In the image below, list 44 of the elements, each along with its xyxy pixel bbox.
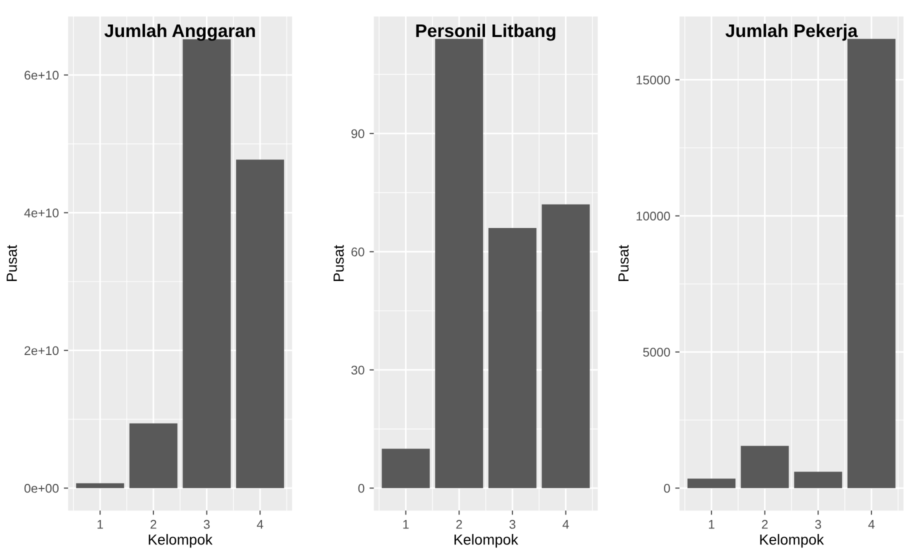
- x-tick-label: 4: [562, 520, 569, 529]
- bar: [382, 448, 430, 488]
- bar: [794, 472, 842, 488]
- x-tick-label: 3: [204, 520, 210, 529]
- x-axis-title: Kelompok: [148, 534, 213, 548]
- chart-title: Jumlah Anggaran: [104, 24, 255, 41]
- chart-title: Personil Litbang: [416, 24, 556, 41]
- x-tick-label: 3: [509, 520, 516, 529]
- x-axis-title: Kelompok: [454, 534, 518, 548]
- x-tick-label: 4: [256, 520, 264, 529]
- x-tick-label: 1: [98, 520, 103, 529]
- y-tick-label: 60: [352, 248, 364, 256]
- x-tick-label: 1: [403, 520, 409, 529]
- x-tick-label: 2: [150, 520, 156, 529]
- y-tick-label: 30: [351, 366, 364, 375]
- bar: [542, 204, 590, 488]
- bar: [488, 228, 536, 488]
- y-axis-title: Pusat: [6, 244, 17, 281]
- bar: [687, 478, 736, 488]
- y-tick-label: 5000: [643, 348, 670, 357]
- x-tick-label: 2: [762, 520, 768, 529]
- chart-title: Jumlah Pekerja: [726, 24, 858, 41]
- x-axis-title: Kelompok: [760, 534, 824, 548]
- y-tick-label: 6e+10: [24, 70, 59, 80]
- x-tick-label: 1: [708, 520, 714, 529]
- y-tick-label: 90: [351, 129, 364, 138]
- y-tick-label: 10000: [636, 212, 670, 221]
- x-tick-label: 4: [868, 520, 875, 529]
- y-axis-title: Pusat: [618, 244, 629, 281]
- bar: [236, 160, 284, 488]
- y-axis-title: Pusat: [334, 244, 344, 281]
- y-tick-label: 15000: [636, 76, 670, 84]
- y-tick-label: 2e+10: [24, 346, 59, 356]
- y-tick-label: 0: [664, 484, 670, 493]
- bar: [740, 446, 789, 488]
- bar: [435, 38, 484, 488]
- x-tick-label: 3: [815, 520, 822, 529]
- bar: [76, 483, 124, 488]
- bar: [182, 39, 231, 488]
- y-tick-label: 0: [358, 484, 364, 493]
- y-tick-label: 0e+00: [24, 484, 59, 493]
- y-tick-label: 4e+10: [24, 208, 59, 218]
- bar: [129, 423, 178, 488]
- x-tick-label: 2: [456, 520, 462, 529]
